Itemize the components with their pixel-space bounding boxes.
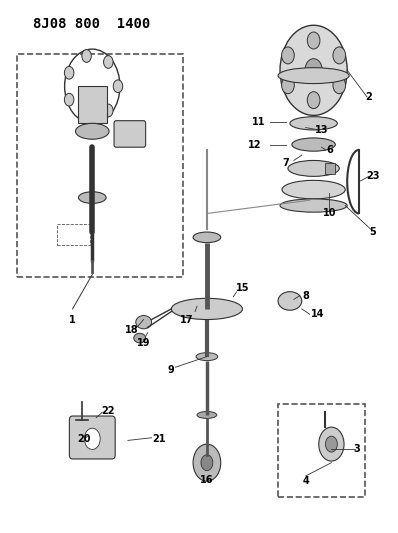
Text: 17: 17 — [180, 314, 194, 325]
Text: 4: 4 — [302, 477, 309, 486]
Bar — [17, 54, 183, 277]
Text: 18: 18 — [125, 325, 139, 335]
Text: 2: 2 — [366, 92, 372, 102]
Circle shape — [305, 59, 322, 82]
Circle shape — [282, 77, 294, 94]
Text: 6: 6 — [326, 145, 333, 155]
Text: 7: 7 — [283, 158, 289, 168]
Bar — [278, 405, 365, 497]
Circle shape — [113, 80, 123, 93]
Text: 5: 5 — [369, 227, 376, 237]
Bar — [78, 86, 107, 123]
Circle shape — [333, 47, 345, 64]
Circle shape — [307, 92, 320, 109]
Circle shape — [201, 455, 213, 471]
Text: 20: 20 — [78, 434, 91, 444]
Text: 12: 12 — [248, 140, 261, 150]
Text: 3: 3 — [354, 445, 361, 455]
Ellipse shape — [78, 192, 106, 204]
Circle shape — [326, 436, 338, 452]
Ellipse shape — [278, 68, 349, 84]
Text: 15: 15 — [236, 282, 249, 293]
Circle shape — [193, 444, 221, 481]
Text: 19: 19 — [137, 338, 150, 349]
Text: 8J08 800  1400: 8J08 800 1400 — [33, 17, 150, 31]
Text: 21: 21 — [153, 434, 166, 444]
Ellipse shape — [171, 298, 242, 319]
Ellipse shape — [278, 292, 302, 310]
Circle shape — [319, 427, 344, 461]
Text: 8: 8 — [302, 290, 309, 301]
Ellipse shape — [280, 199, 347, 212]
Ellipse shape — [134, 333, 146, 343]
Text: 23: 23 — [366, 172, 380, 181]
Circle shape — [82, 50, 91, 62]
Ellipse shape — [136, 316, 152, 329]
FancyBboxPatch shape — [69, 416, 115, 459]
Circle shape — [307, 32, 320, 49]
Bar — [326, 163, 336, 174]
Text: 13: 13 — [315, 125, 328, 135]
Ellipse shape — [292, 138, 336, 151]
Ellipse shape — [193, 232, 221, 243]
Text: 1: 1 — [69, 314, 76, 325]
Bar — [57, 224, 90, 245]
Ellipse shape — [288, 160, 339, 176]
Ellipse shape — [290, 117, 338, 130]
Ellipse shape — [197, 411, 217, 418]
Text: 14: 14 — [311, 309, 324, 319]
Circle shape — [333, 77, 345, 94]
Circle shape — [103, 104, 113, 117]
Circle shape — [64, 67, 74, 79]
Ellipse shape — [196, 353, 218, 361]
Circle shape — [280, 25, 347, 115]
Text: 11: 11 — [252, 117, 265, 127]
Text: 16: 16 — [200, 475, 214, 484]
Circle shape — [103, 55, 113, 68]
Circle shape — [64, 93, 74, 106]
Circle shape — [282, 47, 294, 64]
FancyBboxPatch shape — [114, 120, 146, 147]
Circle shape — [82, 110, 91, 123]
Ellipse shape — [282, 180, 345, 199]
Ellipse shape — [76, 123, 109, 139]
Circle shape — [84, 428, 100, 449]
Text: 9: 9 — [168, 365, 175, 375]
Text: 22: 22 — [101, 406, 115, 416]
Text: 10: 10 — [323, 208, 336, 219]
